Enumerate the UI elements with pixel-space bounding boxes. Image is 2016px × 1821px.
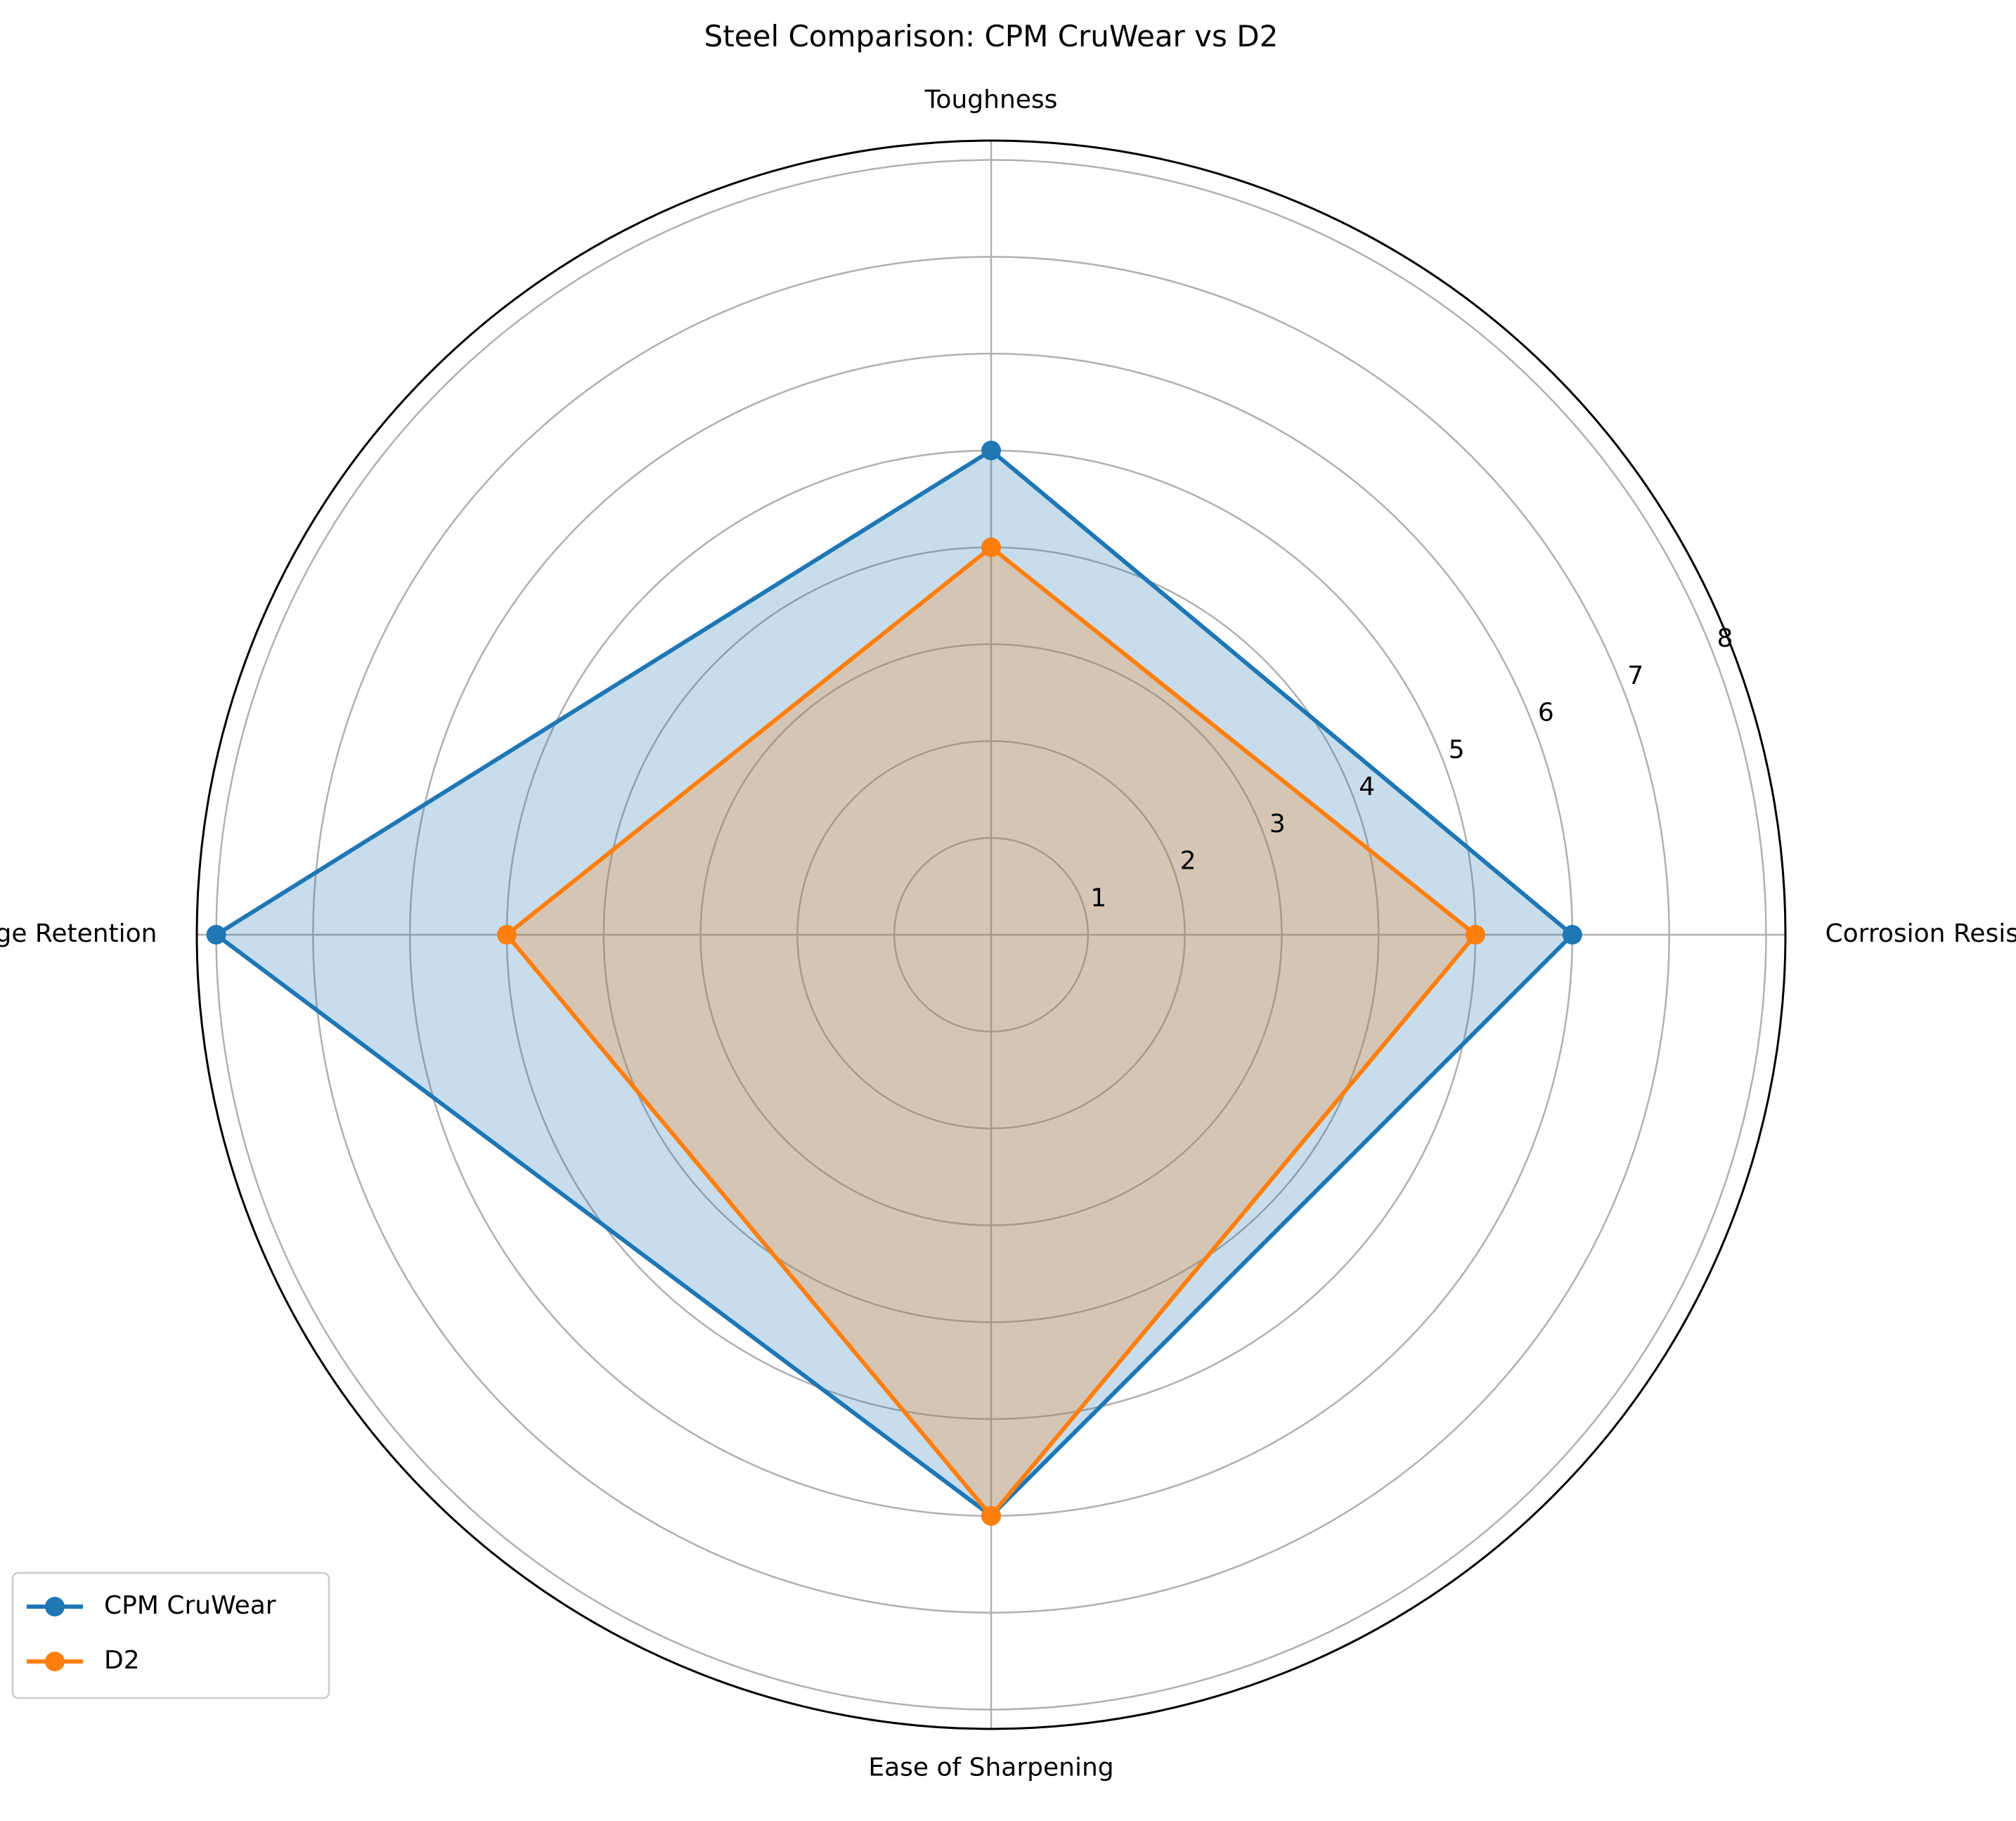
legend-marker-1 [45,1652,65,1671]
series-fill-0 [216,451,1572,1516]
data-point-1-3 [981,1505,1001,1526]
legend-box [11,1571,330,1699]
data-point-0-0 [1562,925,1582,945]
category-label-0: Corrosion Resistance [1826,919,2016,948]
data-point-1-1 [981,537,1001,557]
tick-label-1: 1 [1090,883,1106,912]
category-label-3: Ease of Sharpening [868,1754,1113,1782]
tick-label-8: 8 [1717,624,1733,653]
legend-label-0: CPM CruWear [104,1591,276,1620]
tick-label-6: 6 [1538,699,1554,727]
data-point-1-2 [496,925,517,945]
data-point-1-0 [1466,925,1486,945]
legend-marker-0 [45,1597,65,1616]
legend-label-1: D2 [104,1646,140,1675]
legend: CPM CruWear D2 [11,1571,330,1699]
category-label-1: Toughness [924,86,1058,115]
data-point-0-2 [206,925,226,945]
category-labels: Corrosion Resistance Toughness Edge Retent… [0,86,2016,1782]
category-label-2: Edge Retention [0,919,157,948]
radial-tick-labels: 1 2 3 4 5 6 7 8 [1090,624,1733,912]
outer-frame [195,139,1787,1730]
data-point-0-1 [981,440,1001,460]
tick-label-5: 5 [1449,735,1465,764]
series-layer [206,440,1582,1526]
tick-label-2: 2 [1180,847,1196,876]
tick-label-7: 7 [1627,661,1643,690]
tick-label-4: 4 [1359,772,1375,801]
series-fill-1 [507,547,1475,1516]
chart-title: Steel Comparison: CPM CruWear vs D2 [704,19,1279,53]
tick-label-3: 3 [1269,810,1286,838]
